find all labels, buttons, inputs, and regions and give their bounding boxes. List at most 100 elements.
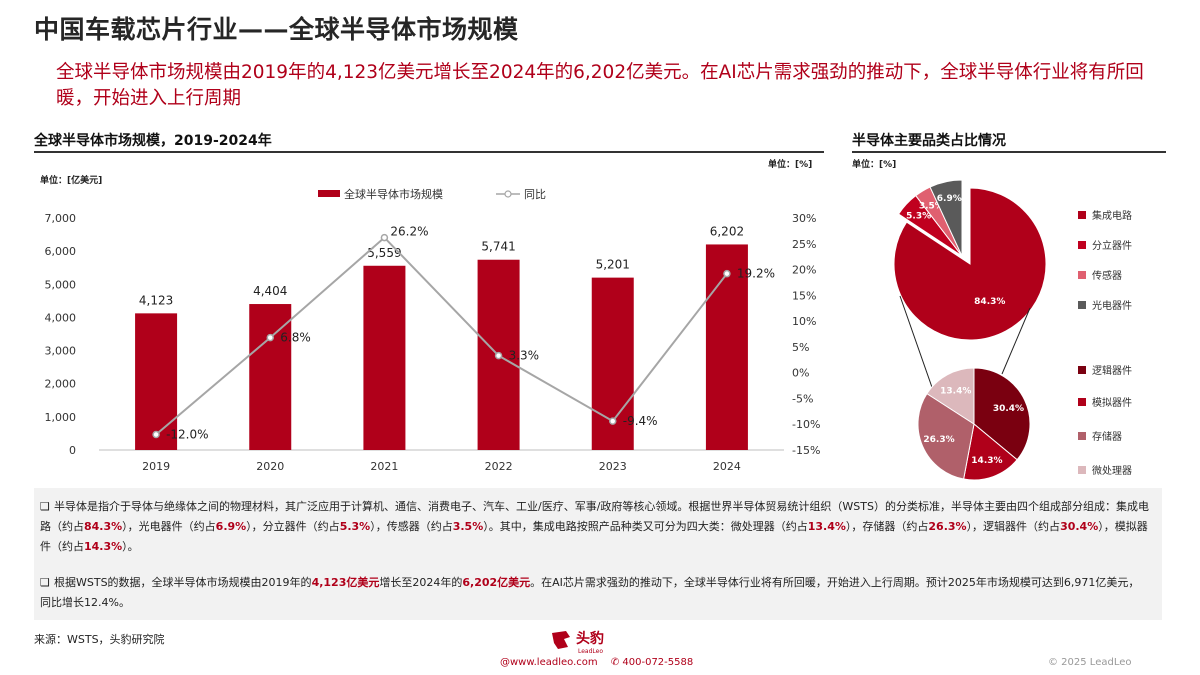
yoy-value-label: 3.3% xyxy=(509,349,540,363)
yoy-point xyxy=(609,417,617,425)
right-y-tick-label: 0% xyxy=(792,367,809,380)
highlight-value: 26.3% xyxy=(928,520,967,533)
note-text-run: ）。 xyxy=(122,540,139,553)
legend-swatch-ic xyxy=(1078,210,1086,219)
left-y-tick-label: 6,000 xyxy=(45,245,77,258)
legend-swatch-sensor xyxy=(1078,270,1086,279)
left-y-tick-label: 1,000 xyxy=(45,411,77,424)
highlight-value: 4,123亿美元 xyxy=(311,576,380,589)
right-y-tick-label: -5% xyxy=(792,392,813,405)
left-y-tick-label: 4,000 xyxy=(45,311,77,324)
left-y-tick-label: 0 xyxy=(69,444,76,457)
pie-legend-item: 传感器 xyxy=(1078,267,1122,282)
website-link[interactable]: @www.leadleo.com xyxy=(500,657,598,668)
x-tick-label: 2024 xyxy=(713,460,741,473)
note-text-run: ），传感器（约占 xyxy=(370,520,453,533)
pie-legend-item: 光电器件 xyxy=(1078,297,1132,312)
x-tick-label: 2022 xyxy=(485,460,513,473)
left-y-tick-label: 3,000 xyxy=(45,345,77,358)
pie-slice-label: 14.3% xyxy=(971,456,1002,466)
pie-slice-光电器件 xyxy=(929,179,963,257)
pie-slice-label: 30.4% xyxy=(993,404,1024,414)
notes-box: ❑ 半导体是指介于导体与绝缘体之间的物理材料，其广泛应用于计算机、通信、消费电子、… xyxy=(34,488,1162,620)
pie-slice-模拟器件 xyxy=(963,423,1018,481)
yoy-point xyxy=(266,333,274,342)
pie-legend-item: 模拟器件 xyxy=(1078,394,1132,409)
bar-value-label: 5,559 xyxy=(367,246,401,260)
yoy-point xyxy=(494,351,503,360)
highlight-value: 6,202亿美元 xyxy=(462,576,531,589)
note-text-run: ）。其中，集成电路按照产品种类又可分为四大类：微处理器（约占 xyxy=(483,520,808,533)
pie-slice-label: 13.4% xyxy=(940,387,971,397)
logo-text: 头豹 xyxy=(576,630,604,647)
note-text-run: 根据WSTS的数据，全球半导体市场规模由2019年的 xyxy=(54,576,312,589)
legend-label-discrete: 分立器件 xyxy=(1092,241,1132,252)
pie-slice-集成电路 xyxy=(893,187,1047,341)
legend-label-sensor: 传感器 xyxy=(1092,271,1122,282)
checkbox-bullet-icon: ❑ xyxy=(40,500,50,513)
legend-label-analog: 模拟器件 xyxy=(1092,398,1132,409)
right-y-tick-label: 10% xyxy=(792,315,816,328)
pie-legend-item: 分立器件 xyxy=(1078,237,1132,252)
bar-chart-heading: 全球半导体市场规模，2019-2024年 xyxy=(34,133,272,149)
legend-swatch-opto xyxy=(1078,300,1086,309)
logo-subtext: LeadLeo xyxy=(578,648,603,655)
pie-unit: 单位：[%] xyxy=(852,160,897,170)
pie-chart-heading: 半导体主要品类占比情况 xyxy=(852,133,1006,149)
x-tick-label: 2021 xyxy=(370,460,398,473)
note-text-run: 增长至2024年的 xyxy=(379,576,463,589)
legend-label-ic: 集成电路 xyxy=(1092,211,1132,222)
yoy-value-label: -9.4% xyxy=(623,414,658,428)
yoy-point xyxy=(380,233,389,242)
pie-slice-label: 6.9% xyxy=(937,194,962,204)
highlight-value: 30.4% xyxy=(1060,520,1099,533)
yoy-value-label: 19.2% xyxy=(737,267,775,281)
yoy-line xyxy=(155,236,728,436)
leopard-icon xyxy=(552,631,570,649)
page-subtitle: 全球半导体市场规模由2019年的4,123亿美元增长至2024年的6,202亿美… xyxy=(56,62,1144,109)
pie-slice-逻辑器件 xyxy=(973,367,1031,461)
right-heading-rule xyxy=(852,151,1166,153)
footer-contact: @www.leadleo.com ✆ 400-072-5588 xyxy=(500,657,693,668)
bar-value-label: 4,123 xyxy=(139,293,173,307)
legend-swatch-micro xyxy=(1078,465,1086,474)
bar-2024 xyxy=(705,244,748,450)
note-text-run: 半导体是指介于导体与绝缘体之间的物理材料，其广泛应用于计算机、通信、消费电子、汽… xyxy=(40,500,1149,533)
bar-2019 xyxy=(135,313,178,450)
right-y-tick-label: 15% xyxy=(792,289,816,302)
phone-number: 400-072-5588 xyxy=(622,657,694,668)
highlight-value: 6.9% xyxy=(215,520,247,533)
x-tick-label: 2019 xyxy=(142,460,170,473)
note-text-run: ），逻辑器件（约占 xyxy=(966,520,1061,533)
source-note: 来源：WSTS，头豹研究院 xyxy=(34,633,165,646)
yoy-value-label: 26.2% xyxy=(390,225,428,239)
yoy-value-label: 6.8% xyxy=(280,331,311,345)
legend-swatch-discrete xyxy=(1078,240,1086,249)
bar-2020 xyxy=(249,304,292,450)
left-y-tick-label: 7,000 xyxy=(45,212,77,225)
legend-bar-swatch xyxy=(318,190,340,197)
right-y-tick-label: -15% xyxy=(792,444,820,457)
note-1-text: 半导体是指介于导体与绝缘体之间的物理材料，其广泛应用于计算机、通信、消费电子、汽… xyxy=(40,500,1149,553)
pie-slice-微处理器 xyxy=(926,367,975,425)
right-y-tick-label: 5% xyxy=(792,341,809,354)
note-paragraph-1: ❑ 半导体是指介于导体与绝缘体之间的物理材料，其广泛应用于计算机、通信、消费电子、… xyxy=(40,497,1150,557)
checkbox-bullet-icon: ❑ xyxy=(40,576,50,589)
highlight-value: 84.3% xyxy=(84,520,123,533)
bar-value-label: 5,201 xyxy=(596,258,630,272)
legend-label-opto: 光电器件 xyxy=(1092,301,1132,312)
note-text-run: ），分立器件（约占 xyxy=(246,520,340,533)
highlight-value: 14.3% xyxy=(84,540,123,553)
bar-2021 xyxy=(363,265,406,450)
left-y-tick-label: 5,000 xyxy=(45,278,77,291)
left-axis-unit: 单位：[亿美元] xyxy=(40,176,103,186)
legend-swatch-logic xyxy=(1078,365,1086,374)
note-text-run: ），光电器件（约占 xyxy=(122,520,216,533)
legend-label-micro: 微处理器 xyxy=(1092,466,1132,477)
right-y-tick-label: -10% xyxy=(792,418,820,431)
pie-slice-label: 3.5% xyxy=(919,201,944,211)
legend-line-label: 同比 xyxy=(524,188,546,201)
legend-label-logic: 逻辑器件 xyxy=(1092,366,1132,377)
bar-value-label: 5,741 xyxy=(481,240,515,254)
bar-value-label: 6,202 xyxy=(710,224,744,238)
